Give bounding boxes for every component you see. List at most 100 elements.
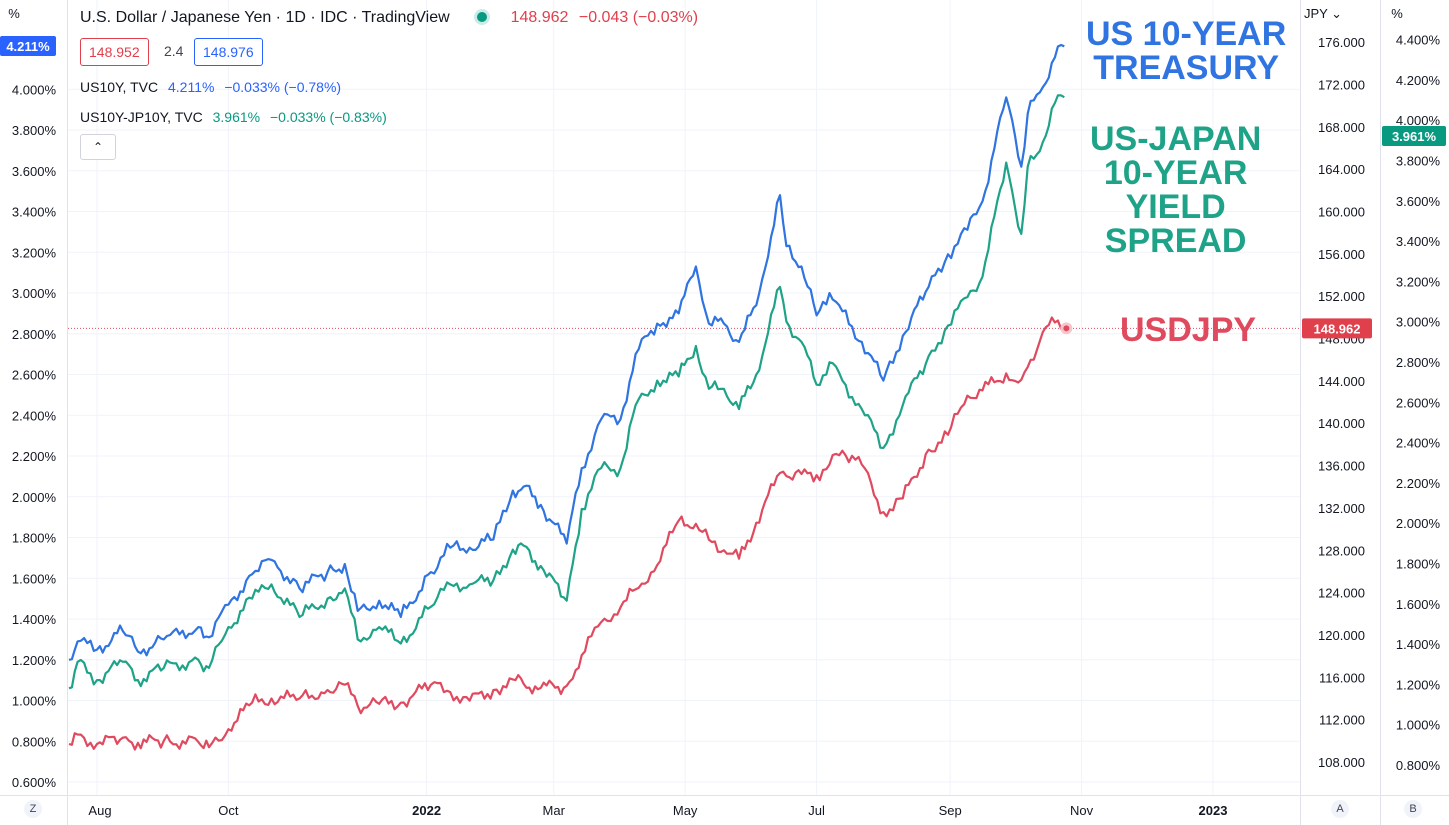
mid-axis-tick: 176.000 — [1318, 35, 1365, 50]
mid-axis-tick: 152.000 — [1318, 289, 1365, 304]
mid-axis-tick: 116.000 — [1319, 670, 1365, 685]
mid-axis-tick: 160.000 — [1318, 204, 1365, 219]
right-axis-tick: 2.800% — [1396, 355, 1441, 370]
legend-us10y-change: −0.033% (−0.78%) — [224, 79, 342, 95]
time-axis-tick: Jul — [808, 803, 825, 818]
left-axis-tick: 2.600% — [12, 368, 57, 383]
us10y-value-badge-bg — [0, 36, 56, 56]
left-axis-tick: 1.200% — [12, 653, 57, 668]
right-scale-button[interactable]: B — [1404, 800, 1422, 818]
chevron-up-icon: ⌃ — [92, 140, 104, 154]
right-axis-tick: 4.000% — [1396, 113, 1441, 128]
series-line-us10y — [68, 43, 1065, 661]
left-axis-tick: 0.600% — [12, 775, 57, 790]
market-status-dot — [474, 9, 491, 25]
left-axis-tick: 2.200% — [12, 449, 57, 464]
bid-ask-spread: 2.4 — [164, 43, 184, 59]
left-axis-tick: 3.000% — [12, 286, 57, 301]
legend-spread[interactable]: US10Y-JP10Y, TVC 3.961% −0.033% (−0.83%) — [80, 109, 393, 125]
mid-axis-tick: 136.000 — [1318, 459, 1365, 474]
left-axis-tick: 3.600% — [12, 164, 57, 179]
right-axis-tick: 1.600% — [1396, 597, 1441, 612]
chart-legend-main: U.S. Dollar / Japanese Yen · 1D · IDC · … — [80, 9, 704, 27]
right-axis-tick: 2.400% — [1396, 436, 1441, 451]
series-line-usdjpy — [68, 316, 1065, 751]
right-axis-tick: 3.800% — [1396, 154, 1441, 169]
us10y-value-badge-label: 4.211% — [6, 39, 50, 54]
time-axis-tick: Mar — [543, 803, 566, 818]
legend-us10y-value: 4.211% — [167, 79, 215, 95]
mid-axis-tick: 168.000 — [1318, 120, 1365, 135]
mid-axis-tick: 164.000 — [1318, 162, 1365, 177]
spread-value-badge-label: 3.961% — [1392, 129, 1437, 144]
mid-axis-unit: JPY ⌄ — [1304, 6, 1342, 21]
legend-spread-symbol: US10Y-JP10Y, TVC — [80, 109, 203, 125]
right-axis-tick: 2.600% — [1396, 395, 1441, 410]
collapse-legend-button[interactable]: ⌃ — [80, 134, 116, 160]
right-axis-tick: 1.000% — [1396, 718, 1441, 733]
left-axis-unit: % — [8, 6, 20, 21]
right-axis-tick: 1.400% — [1396, 637, 1441, 652]
right-axis-tick: 3.400% — [1396, 234, 1441, 249]
right-axis-tick: 4.400% — [1396, 33, 1441, 48]
right-axis-unit: % — [1391, 6, 1403, 21]
right-axis-tick: 3.000% — [1396, 315, 1441, 330]
series-line-spread — [68, 94, 1065, 690]
left-axis-tick: 1.000% — [12, 694, 57, 709]
time-axis-tick: Aug — [88, 803, 111, 818]
left-axis-tick: 3.400% — [12, 205, 57, 220]
left-axis-tick: 2.400% — [12, 408, 57, 423]
buy-price-box[interactable]: 148.976 — [194, 38, 263, 66]
mid-axis-tick: 124.000 — [1318, 586, 1365, 601]
left-axis-tick: 0.800% — [12, 734, 57, 749]
mid-axis-tick: 144.000 — [1318, 374, 1365, 389]
time-zone-button[interactable]: Z — [24, 800, 42, 818]
annotation-usdjpy: USDJPY — [1120, 311, 1257, 349]
right-axis-tick: 3.200% — [1396, 274, 1441, 289]
legend-price: 148.962 — [510, 9, 569, 26]
auto-scale-button[interactable]: A — [1331, 800, 1349, 818]
legend-spread-value: 3.961% — [212, 109, 261, 125]
legend-us10y-symbol: US10Y, TVC — [80, 79, 159, 95]
mid-axis-tick: 108.000 — [1318, 755, 1365, 770]
mid-axis-tick: 128.000 — [1318, 543, 1365, 558]
left-axis-tick: 1.800% — [12, 531, 57, 546]
spread-value-badge-bg — [1382, 126, 1446, 146]
time-axis-tick: 2023 — [1199, 803, 1228, 818]
left-axis-tick: 2.000% — [12, 490, 57, 505]
time-axis-tick: Nov — [1070, 803, 1094, 818]
time-axis-tick: Oct — [218, 803, 239, 818]
mid-axis-tick: 112.000 — [1319, 713, 1365, 728]
mid-axis-tick: 156.000 — [1318, 247, 1365, 262]
usdjpy-value-badge: 148.962 — [1302, 318, 1372, 339]
left-axis-tick: 1.400% — [12, 612, 57, 627]
annotation-us10y: US 10-YEAR TREASURY — [1086, 15, 1287, 87]
legend-us10y[interactable]: US10Y, TVC 4.211% −0.033% (−0.78%) — [80, 79, 347, 95]
sell-price-box[interactable]: 148.952 — [80, 38, 149, 66]
right-axis-tick: 1.800% — [1396, 557, 1441, 572]
time-axis-tick: May — [673, 803, 698, 818]
spread-value-badge: 3.961% — [1382, 126, 1446, 146]
mid-axis-tick: 172.000 — [1318, 77, 1365, 92]
us10y-value-badge: 4.211% — [0, 36, 56, 56]
right-axis-tick: 0.800% — [1396, 758, 1441, 773]
left-axis-tick: 3.800% — [12, 123, 57, 138]
right-axis-tick: 2.200% — [1396, 476, 1441, 491]
left-axis-tick: 3.200% — [12, 245, 57, 260]
mid-axis-tick: 140.000 — [1318, 416, 1365, 431]
right-axis-tick: 1.200% — [1396, 677, 1441, 692]
left-axis-tick: 4.000% — [12, 82, 57, 97]
last-price-dot — [1063, 325, 1070, 332]
left-axis-tick: 1.600% — [12, 571, 57, 586]
mid-axis-tick: 132.000 — [1318, 501, 1365, 516]
chart-title: U.S. Dollar / Japanese Yen · 1D · IDC · … — [80, 9, 450, 26]
annotation-spread: US-JAPAN 10-YEAR YIELD SPREAD — [1090, 120, 1262, 260]
time-axis-tick: 2022 — [412, 803, 441, 818]
left-axis-tick: 2.800% — [12, 327, 57, 342]
legend-spread-change: −0.033% (−0.83%) — [269, 109, 387, 125]
legend-change: −0.043 (−0.03%) — [578, 9, 699, 26]
usdjpy-value-badge-label: 148.962 — [1314, 321, 1361, 336]
time-axis-tick: Sep — [939, 803, 962, 818]
right-axis-tick: 4.200% — [1396, 73, 1441, 88]
